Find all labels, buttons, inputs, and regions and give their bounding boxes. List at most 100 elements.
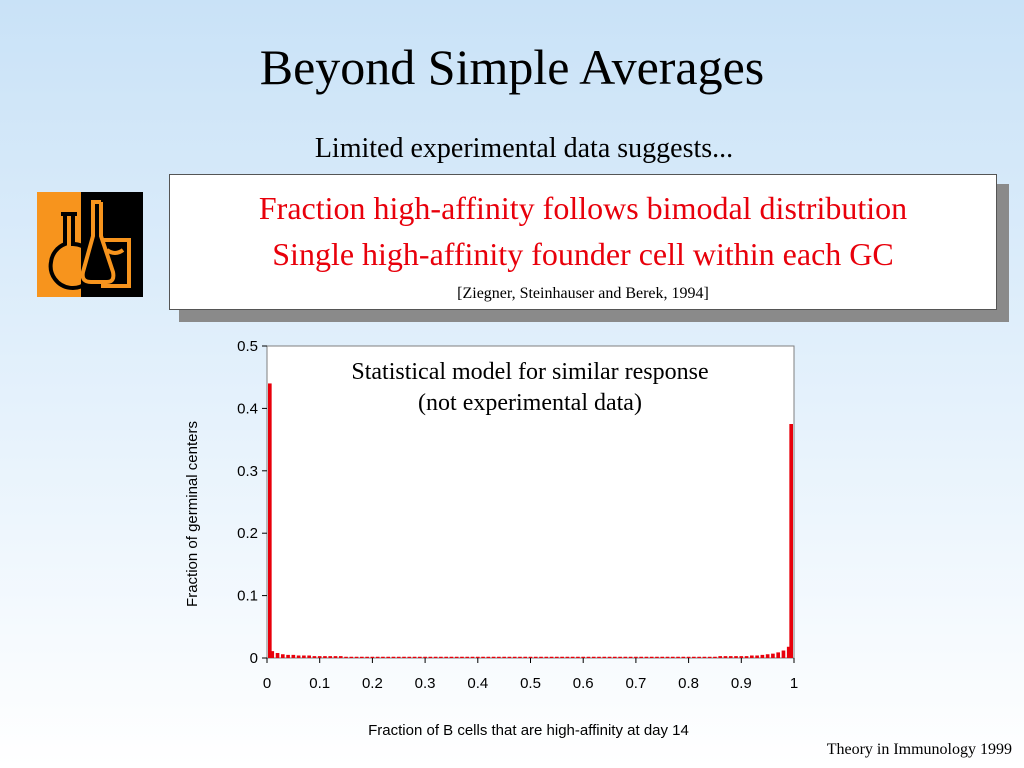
bar <box>470 656 475 658</box>
bar <box>375 656 380 658</box>
bar <box>307 655 311 658</box>
bar <box>781 650 786 658</box>
bar <box>707 656 712 658</box>
bar <box>381 656 385 658</box>
bar <box>354 656 359 658</box>
bar <box>518 656 522 658</box>
bar <box>776 652 781 658</box>
bar <box>268 383 272 658</box>
bar <box>333 656 338 658</box>
x-tick-label: 0.3 <box>415 675 436 692</box>
slide-title: Beyond Simple Averages <box>259 39 765 95</box>
bar <box>296 655 301 658</box>
bar <box>713 656 717 658</box>
bar <box>465 656 470 658</box>
slide-subtitle: Limited experimental data suggests... <box>314 133 734 164</box>
y-tick-label: 0.1 <box>237 588 258 605</box>
bar <box>618 656 622 658</box>
bar <box>591 656 596 658</box>
bar <box>718 656 723 658</box>
bar <box>533 656 538 658</box>
bar <box>349 656 354 658</box>
bar <box>602 656 607 658</box>
bar <box>702 656 707 658</box>
bar <box>423 656 427 658</box>
y-tick-label: 0.3 <box>237 463 258 480</box>
bar <box>396 656 401 658</box>
bar <box>402 656 406 658</box>
bar <box>750 655 754 658</box>
x-tick-label: 0.6 <box>573 675 594 692</box>
bar <box>676 656 680 658</box>
bar <box>697 656 701 658</box>
bar <box>270 651 275 658</box>
bar <box>644 656 649 658</box>
bar <box>728 656 733 658</box>
bar <box>312 656 317 658</box>
bar <box>789 424 793 658</box>
bar <box>486 656 491 658</box>
y-tick-label: 0.5 <box>237 338 258 355</box>
chart-annotation-line-2: (not experimental data) <box>418 390 642 416</box>
bar <box>655 656 659 658</box>
chart: 0.5 0.4 0.3 0.2 0.1 0 0 0.1 0.2 0.3 0.4 0.5 0.6 0.7 0.… <box>160 330 820 750</box>
bar <box>275 653 280 658</box>
bar <box>328 656 333 658</box>
bar <box>660 656 665 658</box>
bar <box>570 656 575 658</box>
chart-svg: 0.5 0.4 0.3 0.2 0.1 00 0.1 0.2 0.3 0.4 0.5 0.6 0.7 0.… <box>184 338 798 739</box>
bar <box>407 656 412 658</box>
bar <box>786 646 791 658</box>
bar <box>433 656 438 658</box>
x-tick-label: 0.7 <box>625 675 646 692</box>
bar <box>502 656 506 658</box>
x-tick-label: 0.8 <box>678 675 699 692</box>
x-tick-label: 0 <box>263 675 271 692</box>
bar <box>302 655 306 658</box>
bar <box>581 656 586 658</box>
bar <box>597 656 601 658</box>
bar <box>686 656 691 658</box>
bar <box>576 656 580 658</box>
bar <box>634 656 638 658</box>
y-axis-label: Fraction of germinal centers <box>184 421 201 607</box>
bar <box>771 653 775 658</box>
callout-line-1: Fraction high-affinity follows bimodal d… <box>258 190 908 226</box>
bar <box>497 656 501 658</box>
bar <box>428 656 433 658</box>
bar <box>555 656 559 658</box>
bar <box>723 656 728 658</box>
bar <box>439 656 443 658</box>
bar <box>365 656 369 658</box>
callout-line-2: Single high-affinity founder cell within… <box>272 236 894 272</box>
bar <box>418 656 422 658</box>
bar <box>760 654 765 658</box>
bar <box>512 656 517 658</box>
bar <box>475 656 480 658</box>
bar <box>323 656 327 658</box>
bar <box>755 655 759 658</box>
x-tick-label: 0.4 <box>467 675 488 692</box>
bar <box>692 656 696 658</box>
bar <box>412 656 417 658</box>
x-axis-label: Fraction of B cells that are high-affini… <box>368 722 689 739</box>
bar <box>607 656 612 658</box>
bar <box>523 656 528 658</box>
bar <box>670 656 675 658</box>
bar <box>444 656 448 658</box>
bar <box>344 656 348 658</box>
bar <box>454 656 459 658</box>
y-tick-label: 0 <box>250 650 258 667</box>
bar <box>549 656 554 658</box>
bar <box>460 656 464 658</box>
bar <box>623 656 628 658</box>
bar <box>612 656 617 658</box>
bar <box>391 656 396 658</box>
bar <box>765 654 770 658</box>
bar <box>449 656 454 658</box>
bar <box>560 656 564 658</box>
bar <box>481 656 485 658</box>
bar <box>565 656 570 658</box>
bar <box>507 656 512 658</box>
bar <box>338 656 343 658</box>
